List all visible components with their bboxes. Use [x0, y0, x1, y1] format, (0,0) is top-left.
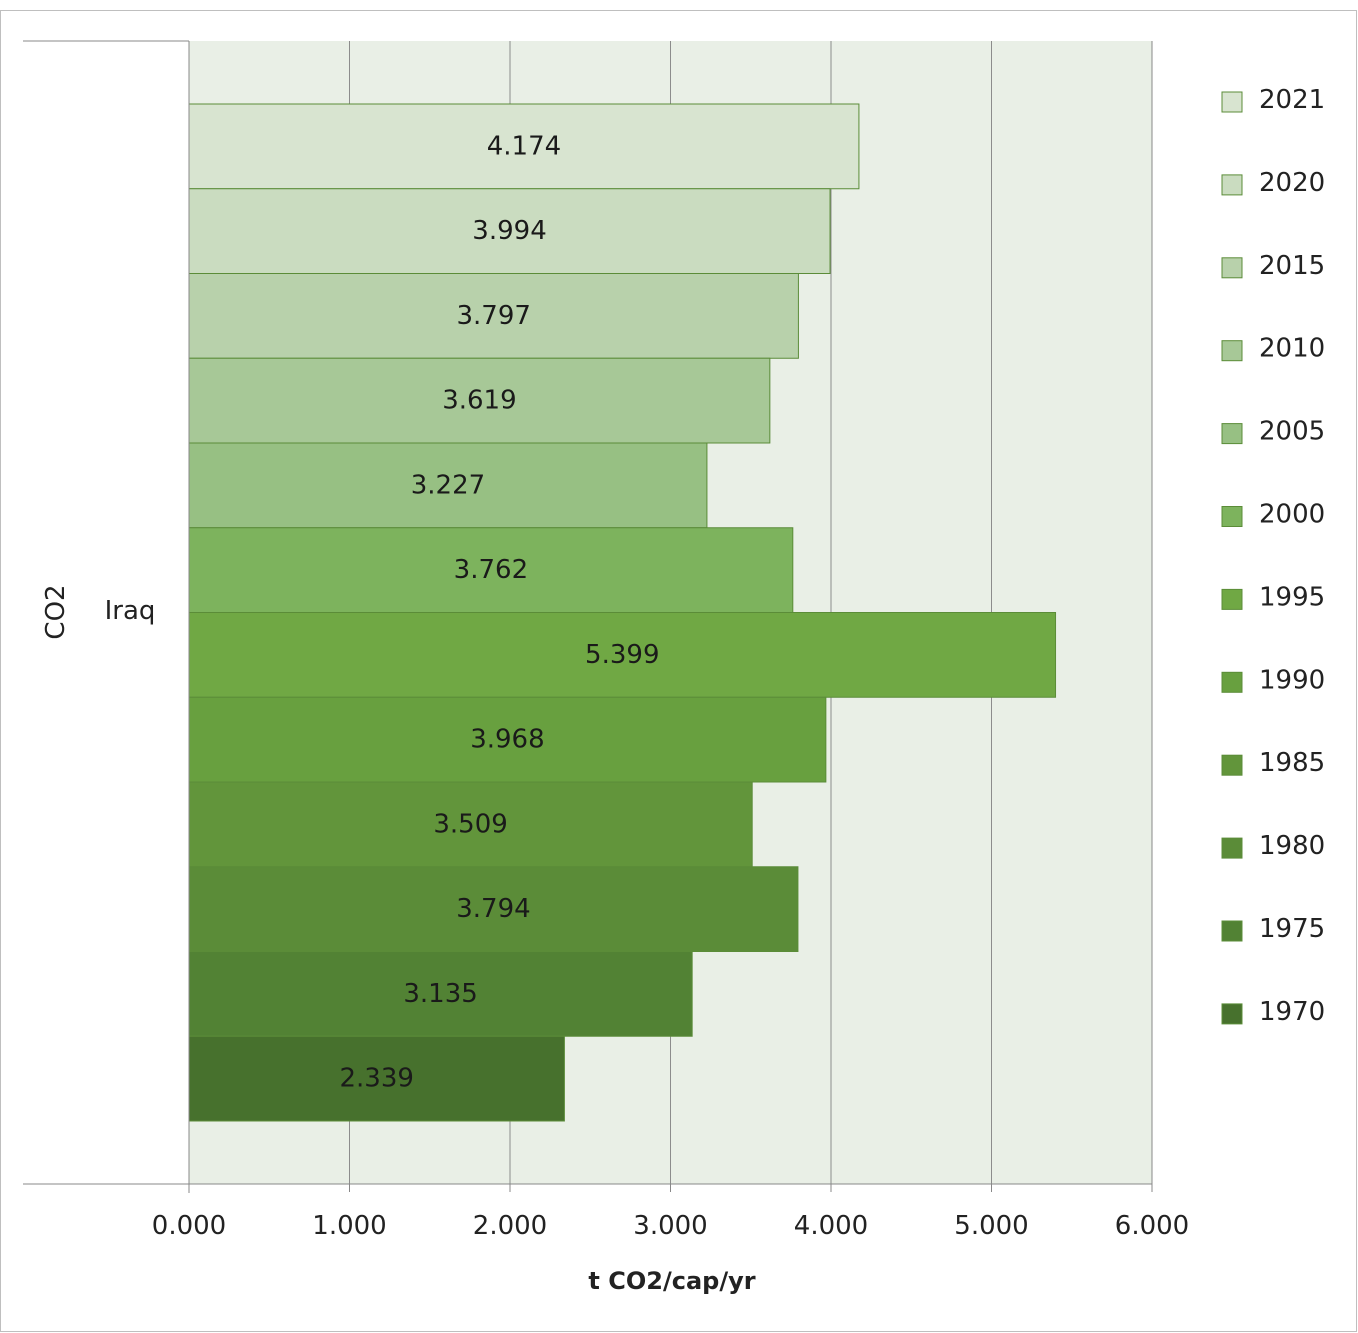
legend-swatch-1970 — [1221, 1003, 1243, 1025]
data-label-1980: 3.794 — [456, 894, 530, 924]
x-tick-label: 1.000 — [312, 1211, 386, 1241]
data-label-2020: 3.994 — [472, 216, 546, 246]
legend-label-1970: 1970 — [1259, 997, 1325, 1027]
data-label-2010: 3.619 — [442, 386, 516, 416]
group-label: CO2 — [41, 584, 71, 639]
bar-2020 — [188, 188, 831, 274]
legend-label-1990: 1990 — [1259, 665, 1325, 695]
bar-1985 — [188, 781, 753, 868]
category-label: Iraq — [105, 596, 156, 626]
legend-swatch-2005 — [1221, 423, 1243, 445]
data-label-2021: 4.174 — [487, 131, 561, 161]
x-tick-label: 4.000 — [794, 1211, 868, 1241]
legend-label-1995: 1995 — [1259, 582, 1325, 612]
legend-swatch-1985 — [1221, 754, 1243, 776]
x-tick-label: 0.000 — [152, 1211, 226, 1241]
legend-swatch-1975 — [1221, 920, 1243, 942]
legend-swatch-1980 — [1221, 837, 1243, 859]
bar-1995 — [188, 612, 1057, 698]
legend-label-2015: 2015 — [1259, 251, 1325, 281]
x-tick-label: 5.000 — [954, 1211, 1028, 1241]
legend-swatch-2000 — [1221, 506, 1243, 527]
bar-1975 — [188, 951, 693, 1037]
bar-1990 — [188, 696, 827, 783]
bar-2010 — [188, 357, 771, 444]
legend-label-1980: 1980 — [1259, 831, 1325, 861]
x-tick-label: 3.000 — [633, 1211, 707, 1241]
legend-label-1975: 1975 — [1259, 914, 1325, 944]
data-label-2000: 3.762 — [454, 555, 528, 585]
bar-2000 — [188, 527, 794, 613]
legend-swatch-2010 — [1221, 340, 1243, 362]
legend-label-1985: 1985 — [1259, 748, 1325, 778]
legend-swatch-1995 — [1221, 588, 1243, 610]
bar-2005 — [188, 442, 708, 529]
data-label-1995: 5.399 — [585, 640, 659, 670]
legend-label-2000: 2000 — [1259, 500, 1325, 530]
data-label-1990: 3.968 — [470, 725, 544, 755]
data-label-2005: 3.227 — [411, 470, 485, 500]
legend-swatch-2020 — [1221, 174, 1243, 196]
legend-swatch-2015 — [1221, 257, 1243, 279]
x-tick-label: 6.000 — [1115, 1211, 1189, 1241]
legend-label-2005: 2005 — [1259, 417, 1325, 447]
x-tick-label: 2.000 — [473, 1211, 547, 1241]
data-label-2015: 3.797 — [456, 301, 530, 331]
legend-swatch-1990 — [1221, 671, 1243, 693]
data-label-1985: 3.509 — [433, 809, 507, 839]
legend: 2021 2020 2015 2010 2005 2000 1995 1990 1985 1980… — [1221, 85, 1325, 1027]
chart-frame — [0, 10, 1357, 1332]
bars: 4.174 3.994 3.797 3.619 3.227 3.762 5.399 3.968… — [188, 103, 1057, 1122]
axes — [23, 40, 1153, 1193]
data-label-1975: 3.135 — [403, 979, 477, 1009]
bar-1980 — [188, 866, 799, 952]
bar-2015 — [188, 273, 799, 359]
legend-label-2020: 2020 — [1259, 168, 1325, 198]
legend-swatch-2021 — [1221, 91, 1243, 113]
x-axis-title: t CO2/cap/yr — [588, 1267, 755, 1295]
data-label-1970: 2.339 — [339, 1064, 413, 1094]
bar-1970 — [188, 1035, 565, 1122]
legend-label-2010: 2010 — [1259, 334, 1325, 364]
x-tick-labels: 0.000 1.000 2.000 3.000 4.000 5.000 6.000 — [152, 1184, 1189, 1241]
legend-label-2021: 2021 — [1259, 85, 1325, 115]
